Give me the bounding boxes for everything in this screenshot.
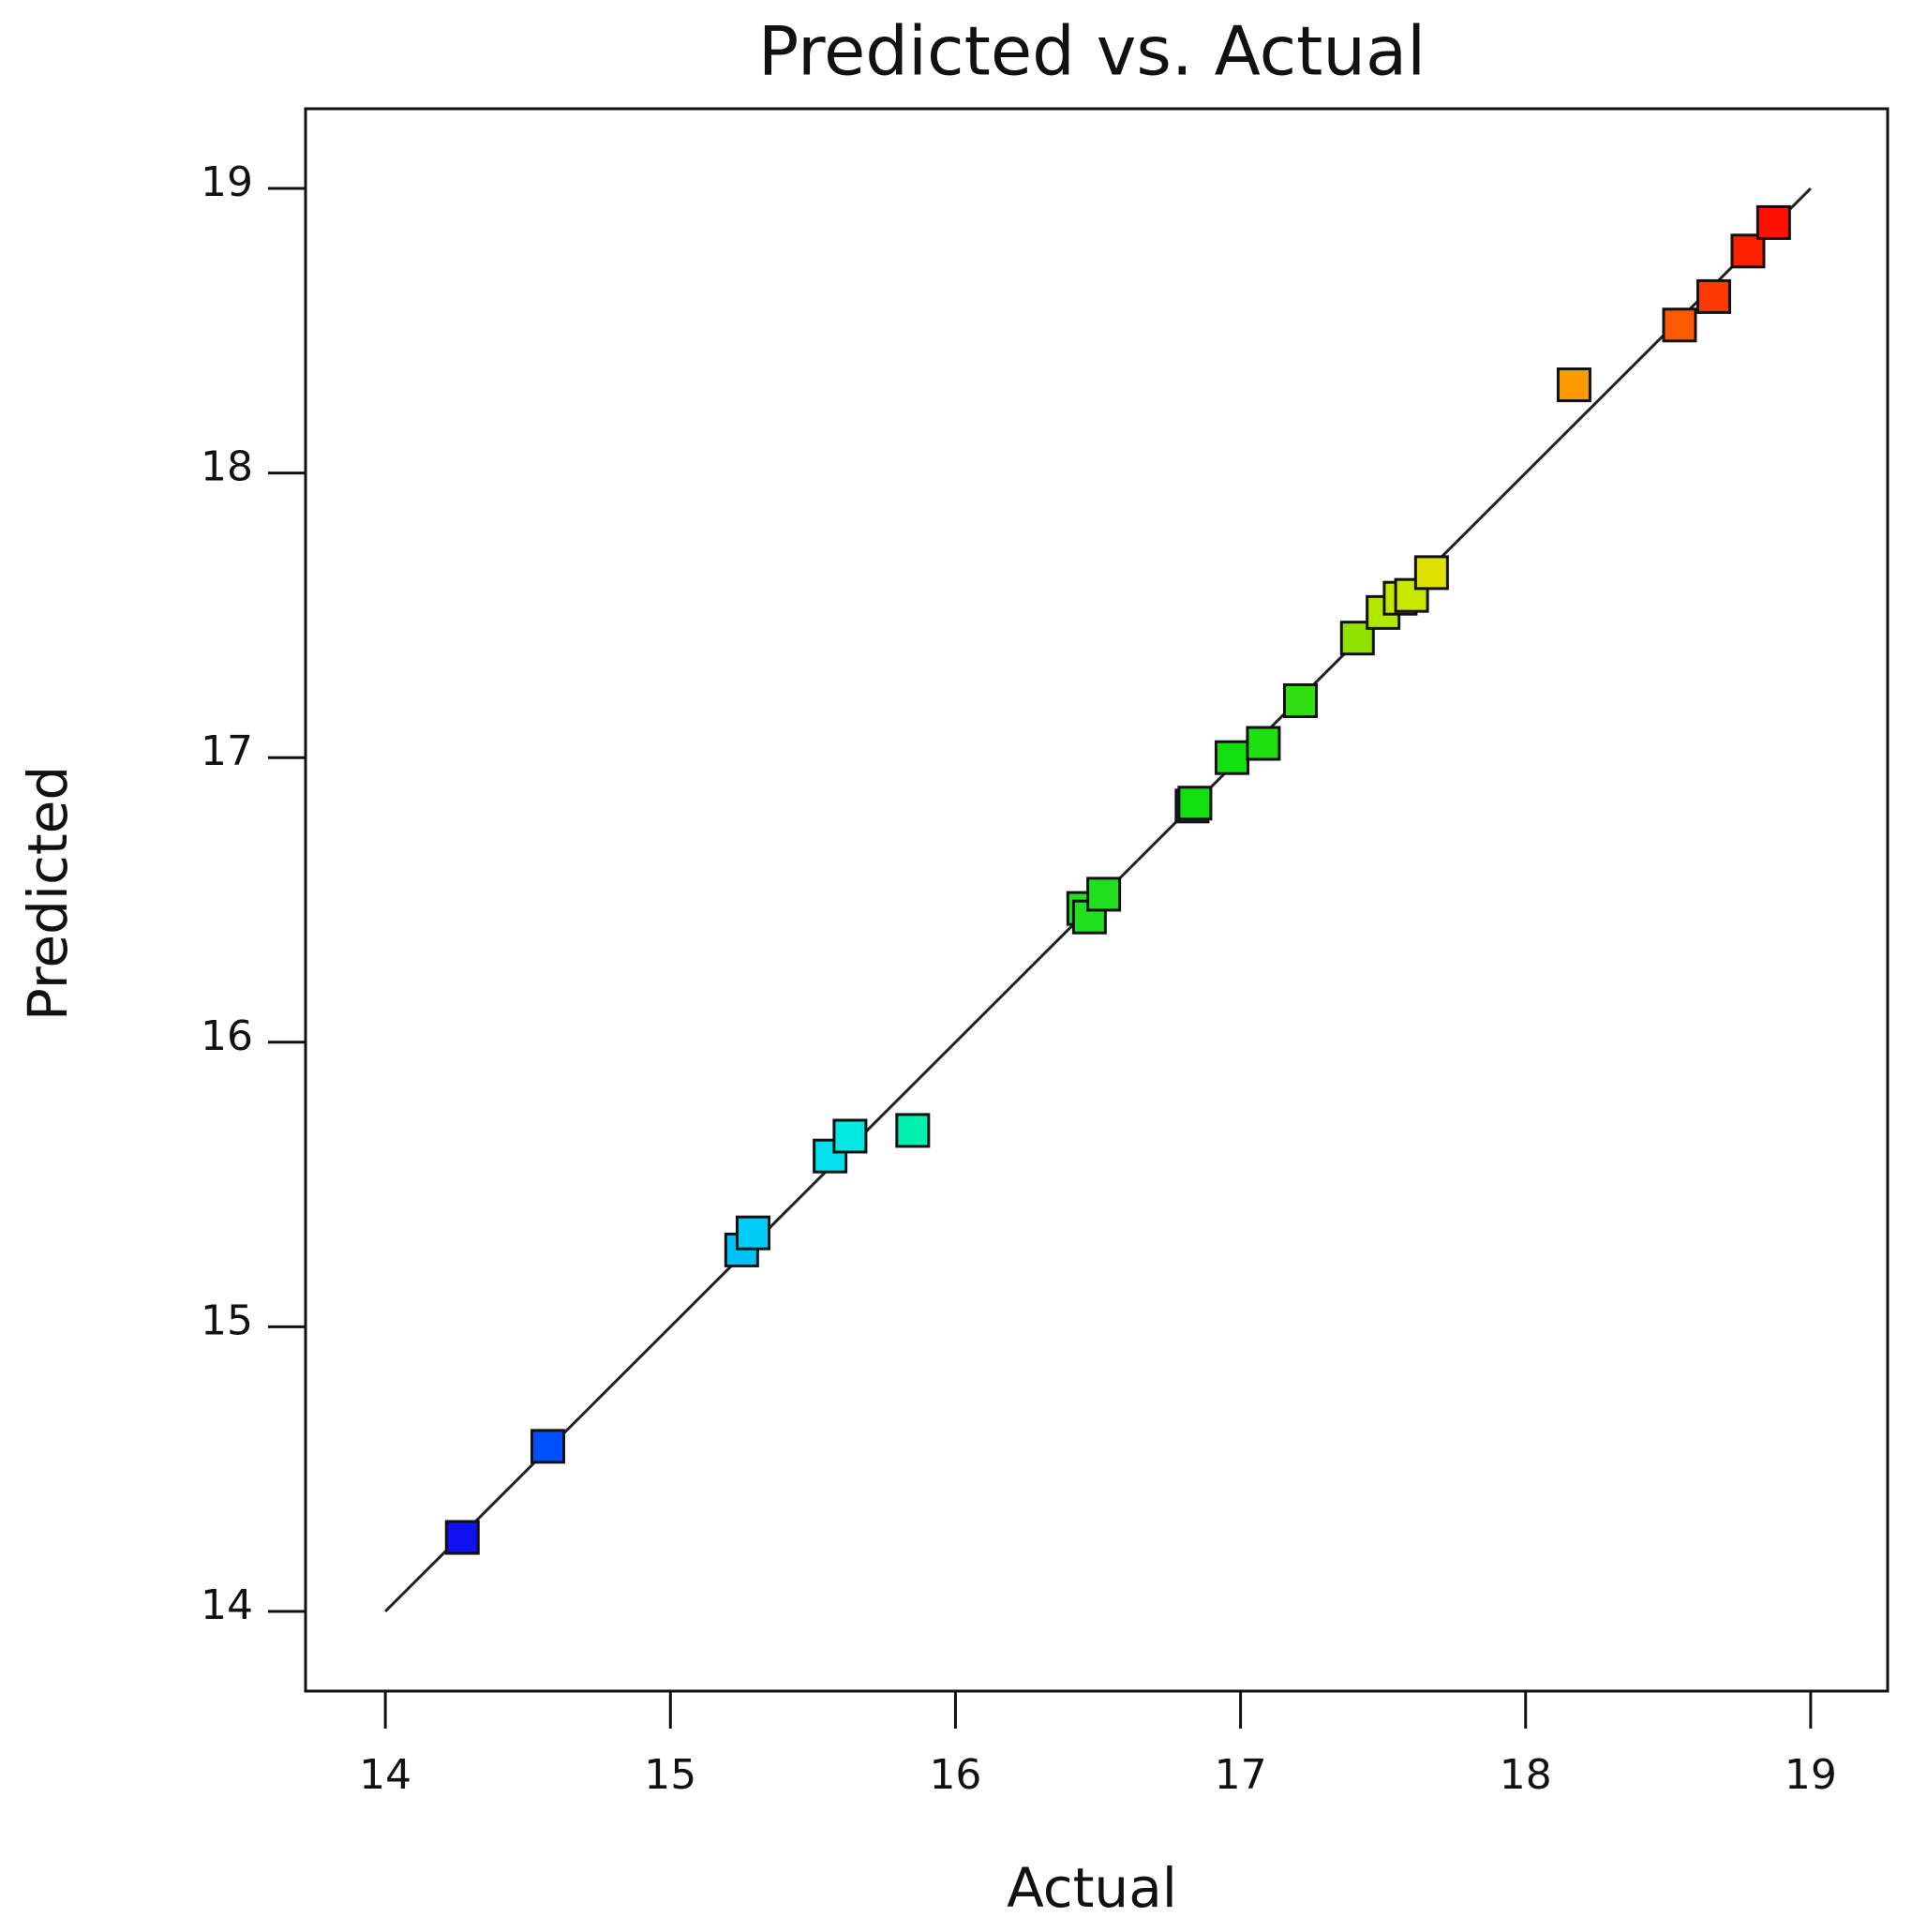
x-tick-label: 15 <box>644 1751 696 1799</box>
y-axis-label: Predicted <box>16 766 80 1021</box>
scatter-point <box>1214 740 1249 775</box>
scatter-point <box>1282 682 1318 718</box>
scatter-point <box>832 1118 868 1154</box>
scatter-point <box>1662 307 1697 343</box>
scatter-point <box>1413 555 1449 591</box>
scatter-point <box>1086 876 1122 912</box>
scatter-point <box>1556 367 1591 402</box>
x-tick-label: 14 <box>359 1751 411 1799</box>
y-tick-label: 19 <box>201 158 253 206</box>
x-tick-label: 18 <box>1500 1751 1552 1799</box>
y-tick-label: 16 <box>201 1012 253 1060</box>
y-tick-label: 17 <box>201 727 253 775</box>
y-tick-label: 14 <box>201 1581 253 1629</box>
y-tick-label: 18 <box>201 443 253 491</box>
scatter-point <box>444 1520 480 1555</box>
x-tick-label: 17 <box>1215 1751 1267 1799</box>
chart-title: Predicted vs. Actual <box>758 12 1426 91</box>
scatter-point <box>1695 278 1731 314</box>
scatter-point <box>736 1215 771 1251</box>
scatter-point <box>1246 726 1281 761</box>
plot-frame <box>304 107 1890 1693</box>
scatter-point <box>1730 233 1766 269</box>
scatter-point <box>530 1429 566 1464</box>
scatter-point <box>1755 204 1791 240</box>
scatter-point <box>895 1113 931 1148</box>
x-tick-label: 16 <box>929 1751 981 1799</box>
y-tick-label: 15 <box>201 1296 253 1344</box>
x-tick-label: 19 <box>1785 1751 1837 1799</box>
x-axis-label: Actual <box>1007 1856 1177 1920</box>
scatter-point <box>1177 786 1213 821</box>
